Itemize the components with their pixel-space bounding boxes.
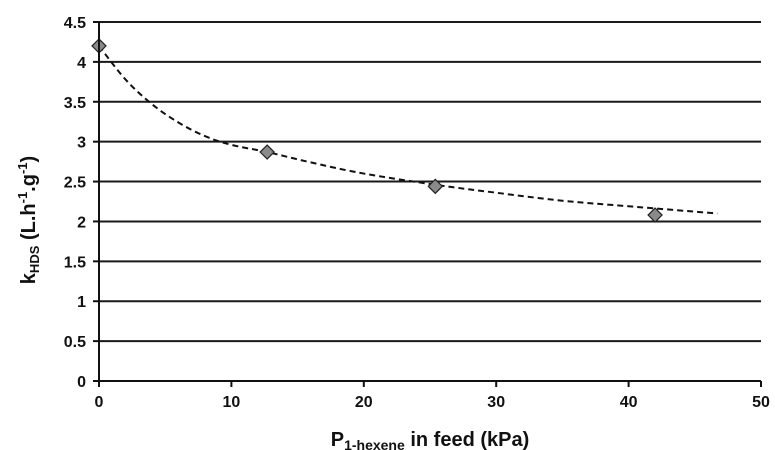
x-tick-label-4: 40 bbox=[620, 394, 638, 411]
axis-layer bbox=[93, 21, 762, 387]
y-tick-label-2: 1 bbox=[77, 294, 86, 311]
y-axis-title-open: (L.h bbox=[18, 203, 40, 245]
y-tick-label-1: 0.5 bbox=[64, 334, 86, 351]
y-axis-title-subscript: HDS bbox=[27, 245, 42, 273]
x-axis-title: P1-hexene in feed (kPa) bbox=[331, 429, 530, 450]
trend-layer bbox=[98, 45, 718, 215]
y-axis-title: kHDS (L.h-1.g-1) bbox=[15, 156, 42, 284]
y-tick-label-8: 4 bbox=[77, 55, 86, 72]
data-point-1 bbox=[259, 144, 275, 160]
y-axis-title-mid: .g bbox=[18, 174, 40, 192]
y-axis-title-superscript-1: -1 bbox=[15, 192, 30, 204]
y-axis-title-superscript-2: -1 bbox=[15, 162, 30, 174]
y-axis-title-close: ) bbox=[18, 156, 40, 163]
y-tick-label-3: 1.5 bbox=[64, 254, 86, 271]
y-tick-label-4: 2 bbox=[77, 214, 86, 231]
y-axis-title-k: k bbox=[18, 272, 40, 284]
marker-layer bbox=[91, 38, 663, 223]
y-tick-label-5: 2.5 bbox=[64, 175, 86, 192]
x-tick-label-0: 0 bbox=[95, 394, 104, 411]
x-tick-label-3: 30 bbox=[487, 394, 505, 411]
grid-layer bbox=[99, 21, 761, 343]
data-point-2 bbox=[427, 178, 444, 195]
y-tick-label-0: 0 bbox=[77, 374, 86, 391]
trendline bbox=[98, 45, 718, 215]
label-layer: 0 0.5 1 1.5 2 2.5 3 3.5 4 4.5 0 10 20 30 40 50 bbox=[64, 15, 770, 411]
y-tick-label-9: 4.5 bbox=[64, 15, 86, 32]
y-tick-label-6: 3 bbox=[77, 135, 86, 152]
x-axis-title-subscript: 1-hexene bbox=[344, 437, 405, 450]
x-tick-label-5: 50 bbox=[752, 394, 770, 411]
x-axis-title-tail: in feed (kPa) bbox=[405, 429, 529, 450]
x-axis-title-main: P bbox=[331, 429, 344, 450]
x-tick-label-1: 10 bbox=[223, 394, 241, 411]
data-point-3 bbox=[647, 207, 663, 223]
y-tick-label-7: 3.5 bbox=[64, 95, 86, 112]
x-tick-label-2: 20 bbox=[355, 394, 373, 411]
